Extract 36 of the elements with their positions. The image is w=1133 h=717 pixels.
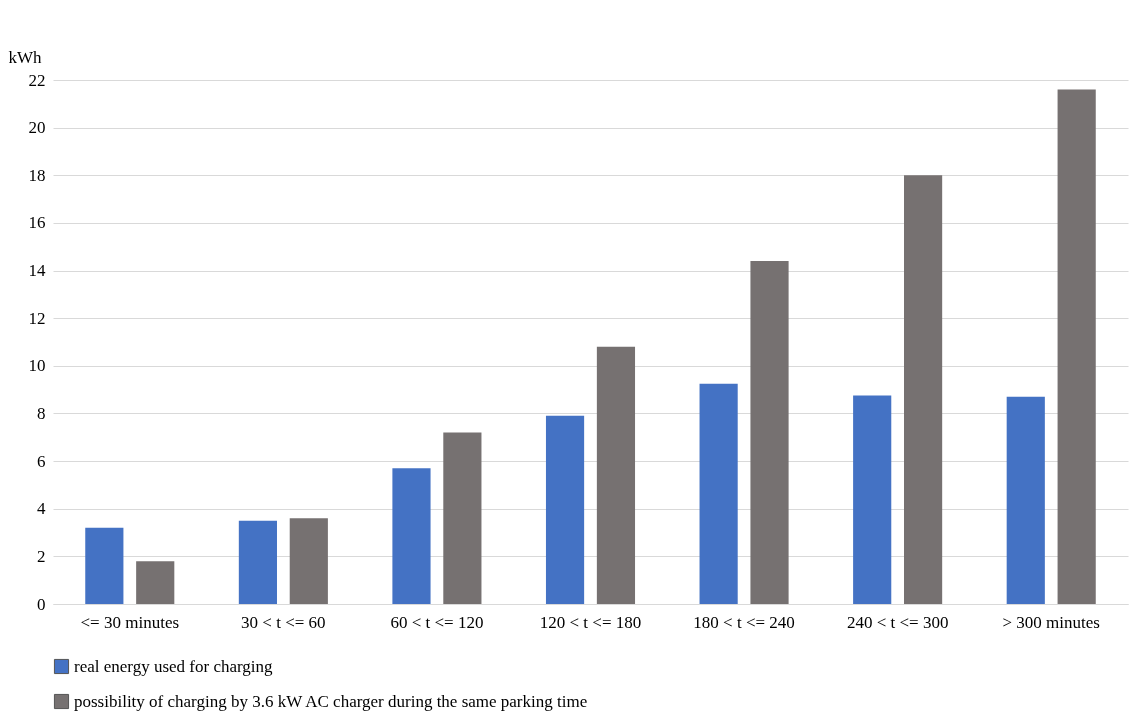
y-tick-label: 2 (37, 546, 46, 566)
x-tick-label: > 300 minutes (1002, 612, 1100, 632)
y-tick-label: 16 (28, 213, 46, 233)
bar (904, 175, 943, 604)
y-tick-label: 10 (28, 356, 46, 376)
legend-label: possibility of charging by 3.6 kW AC charger during the same parking time (74, 691, 588, 711)
y-tick-label: 12 (28, 308, 46, 328)
bar (596, 346, 636, 604)
y-axis-title: kWh (8, 47, 43, 67)
bar (750, 261, 789, 604)
y-tick-label: 0 (37, 594, 46, 614)
x-tick-label: <= 30 minutes (80, 612, 180, 632)
bar (392, 468, 431, 604)
y-tick-label: 4 (37, 499, 46, 519)
y-tick-label: 6 (37, 451, 46, 471)
bar (238, 520, 277, 604)
y-tick-label: 20 (28, 118, 46, 138)
legend-label: real energy used for charging (74, 656, 274, 676)
x-tick-label: 120 < t <= 180 (539, 612, 642, 632)
x-tick-label: 180 < t <= 240 (693, 612, 795, 632)
y-tick-label: 18 (28, 165, 46, 185)
y-tick-label: 8 (37, 403, 46, 423)
bar (545, 415, 585, 604)
bar (1006, 396, 1045, 604)
y-tick-label: 14 (28, 261, 46, 281)
x-tick-label: 30 < t <= 60 (241, 612, 326, 632)
bar (85, 527, 124, 604)
bar (289, 518, 328, 604)
bar (136, 561, 175, 604)
bar (443, 432, 482, 604)
x-tick-label: 240 < t <= 300 (846, 612, 949, 632)
y-tick-label: 22 (28, 70, 46, 90)
bar (853, 395, 892, 604)
x-tick-label: 60 < t <= 120 (390, 612, 484, 632)
bar (1057, 89, 1096, 604)
bar (699, 383, 738, 604)
